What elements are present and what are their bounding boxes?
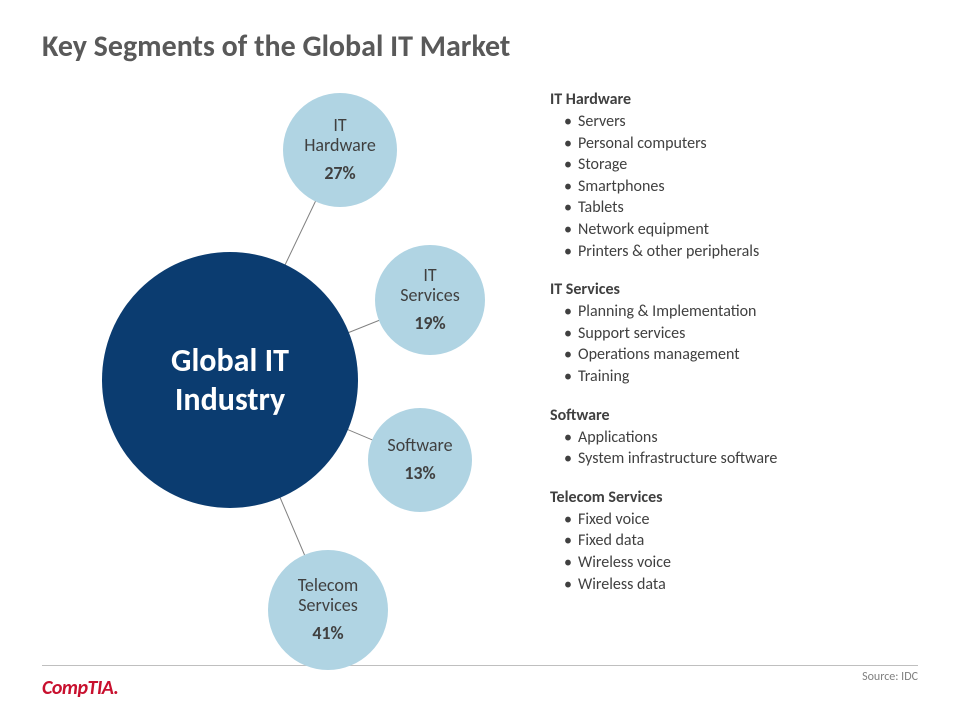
detail-list: Fixed voiceFixed dataWireless voiceWirel… [550,509,920,595]
sub-label: Hardware [304,136,376,156]
list-item: Wireless voice [564,552,920,574]
detail-group: Telecom ServicesFixed voiceFixed dataWir… [550,488,920,595]
list-item: Planning & Implementation [564,301,920,323]
detail-heading: IT Services [550,280,920,299]
sub-label: Services [298,596,358,616]
detail-list: ApplicationsSystem infrastructure softwa… [550,427,920,470]
sub-percent: 41% [312,622,343,644]
sub-percent: 19% [414,312,445,334]
sub-percent: 27% [324,162,355,184]
list-item: Applications [564,427,920,449]
list-item: Training [564,366,920,388]
sub-percent: 13% [404,462,435,484]
list-item: Fixed data [564,530,920,552]
details-panel: IT Hardware ServersPersonal computersStor… [550,90,920,613]
list-item: System infrastructure software [564,448,920,470]
list-item: Storage [564,154,920,176]
list-item: Fixed voice [564,509,920,531]
list-item: Smartphones [564,176,920,198]
sub-label: Software [387,436,452,456]
sub-label: Services [400,286,460,306]
detail-list: Planning & ImplementationSupport service… [550,301,920,387]
list-item: Operations management [564,344,920,366]
main-circle: Global ITIndustry [102,252,358,508]
list-item: Printers & other peripherals [564,241,920,263]
list-item: Servers [564,111,920,133]
detail-heading: Telecom Services [550,488,920,507]
sub-circle-software: Software 13% [368,408,472,512]
list-item: Network equipment [564,219,920,241]
detail-group: Software ApplicationsSystem infrastructur… [550,406,920,470]
source-attribution: Source: IDC [862,670,918,684]
detail-group: IT Services Planning & ImplementationSupp… [550,280,920,387]
list-item: Personal computers [564,133,920,155]
bubble-diagram: Global ITIndustryITHardware27%ITServices… [60,80,560,680]
sub-circle-telecom: TelecomServices41% [268,550,388,670]
main-circle-label-1: Global IT [171,341,289,380]
comptia-logo: CompTIA. [42,676,118,700]
detail-list: ServersPersonal computersStorageSmartpho… [550,111,920,262]
footer-divider [42,665,918,666]
sub-circle-it-services: ITServices19% [375,245,485,355]
detail-heading: IT Hardware [550,90,920,109]
main-circle-label-2: Industry [175,380,285,419]
page-title: Key Segments of the Global IT Market [42,28,510,65]
list-item: Tablets [564,197,920,219]
detail-group: IT Hardware ServersPersonal computersStor… [550,90,920,262]
sub-circle-it-hardware: ITHardware27% [283,93,397,207]
list-item: Support services [564,323,920,345]
detail-heading: Software [550,406,920,425]
list-item: Wireless data [564,574,920,596]
